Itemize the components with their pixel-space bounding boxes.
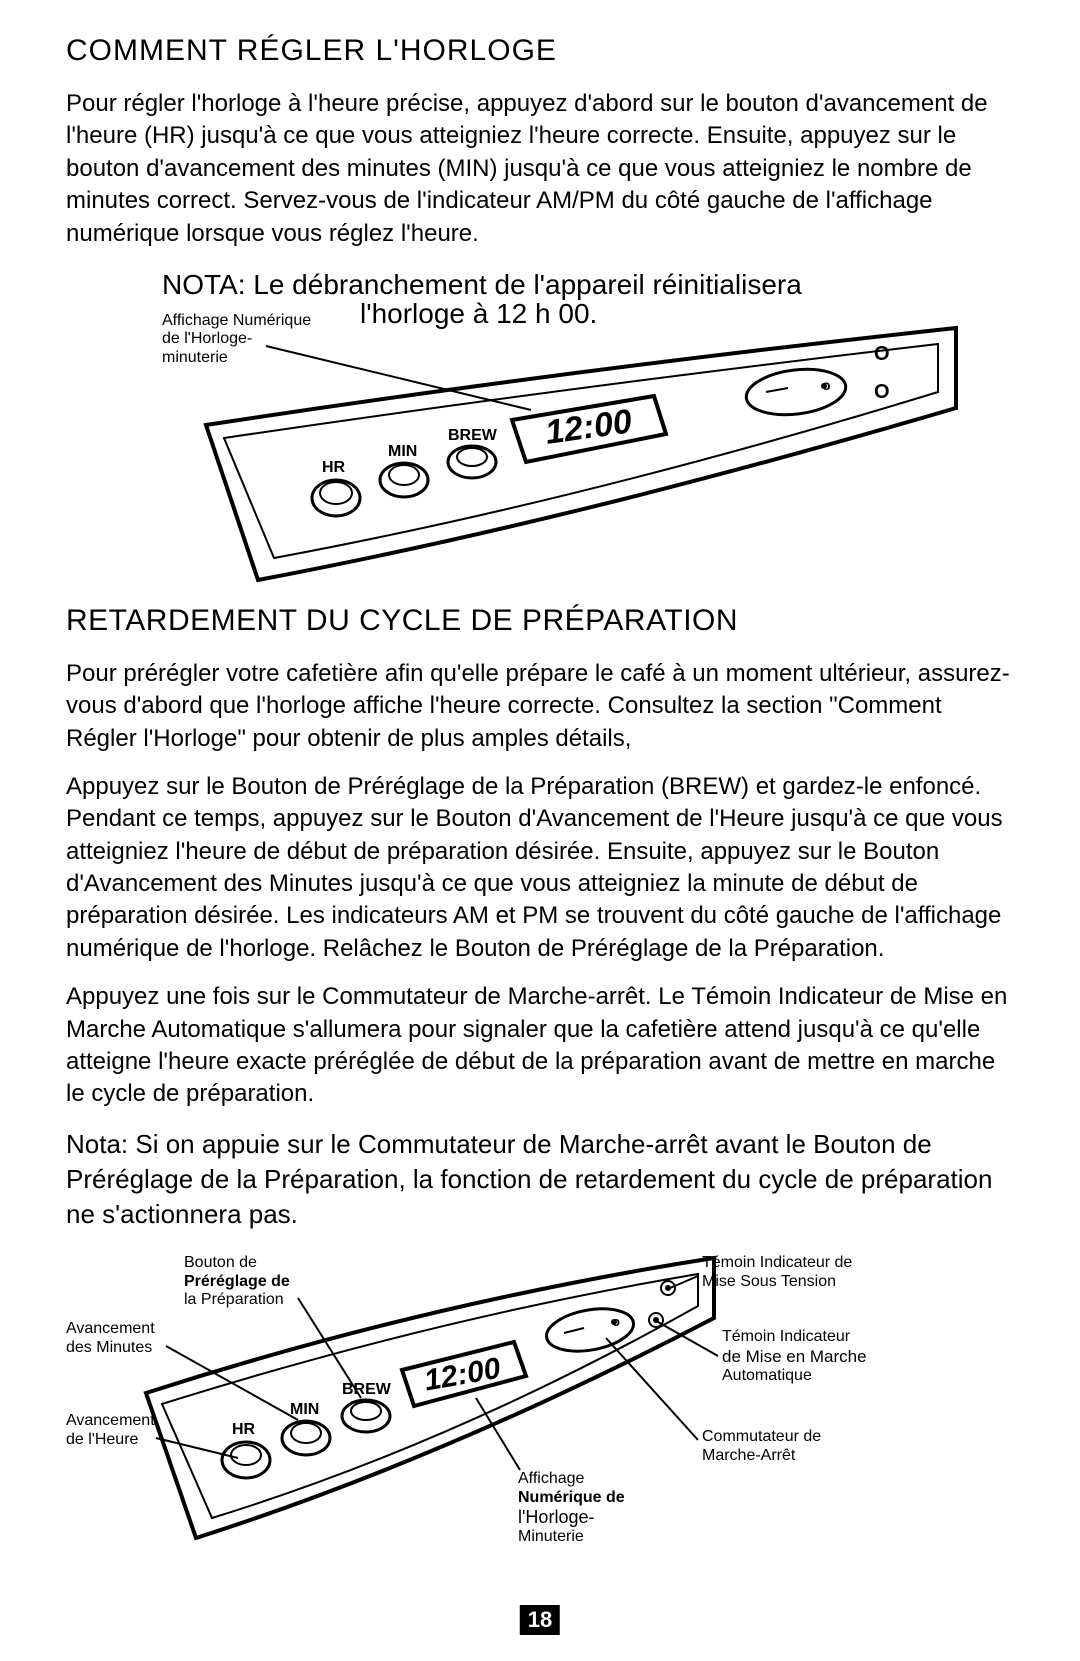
section2-p1: Pour prérégler votre cafetière afin qu'e…: [66, 658, 1014, 755]
svg-text:HR: HR: [232, 1421, 256, 1438]
diagram2-panel: HR MIN BREW 12:00 o: [66, 1248, 1014, 1568]
power-switch-icon: o: [744, 364, 849, 420]
svg-text:MIN: MIN: [388, 443, 417, 460]
svg-text:O: O: [874, 343, 890, 365]
svg-text:o: o: [612, 1314, 620, 1329]
svg-text:o: o: [822, 377, 831, 393]
section1-p1: Pour régler l'horloge à l'heure précise,…: [66, 88, 1014, 250]
section2-nota: Nota: Si on appuie sur le Commutateur de…: [66, 1127, 1014, 1232]
brew-button-icon: BREW: [448, 427, 498, 478]
hr-button-icon: HR: [222, 1421, 270, 1478]
auto-led-icon: [649, 1313, 663, 1327]
page-number: 18: [520, 1605, 560, 1635]
section2-title: RETARDEMENT DU CYCLE DE PRÉPARATION: [66, 604, 1014, 638]
power-led-icon: [661, 1281, 675, 1295]
section2-p3: Appuyez une fois sur le Commutateur de M…: [66, 981, 1014, 1111]
brew-button-icon: BREW: [342, 1381, 392, 1432]
svg-text:MIN: MIN: [290, 1401, 319, 1418]
svg-text:12:00: 12:00: [422, 1352, 504, 1398]
power-switch-icon: o: [543, 1303, 637, 1358]
min-button-icon: MIN: [380, 443, 428, 497]
section2-p2: Appuyez sur le Bouton de Préréglage de l…: [66, 771, 1014, 965]
svg-text:BREW: BREW: [342, 1381, 392, 1398]
diagram1-panel: HR MIN BREW 12:00 o O O: [66, 310, 1014, 590]
svg-text:BREW: BREW: [448, 427, 498, 444]
svg-text:HR: HR: [322, 459, 346, 476]
section1-title: COMMENT RÉGLER L'HORLOGE: [66, 34, 1014, 68]
svg-text:O: O: [874, 381, 890, 403]
min-button-icon: MIN: [282, 1401, 330, 1455]
hr-button-icon: HR: [312, 459, 360, 516]
